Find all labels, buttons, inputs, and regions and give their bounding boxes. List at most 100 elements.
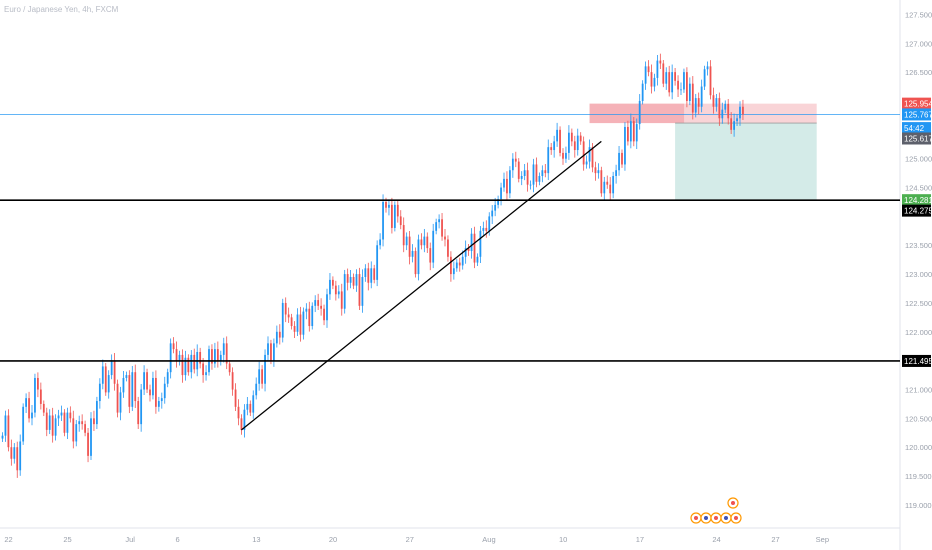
candle-body	[455, 262, 458, 269]
candle	[727, 99, 730, 125]
candle-body	[25, 398, 27, 407]
candle	[60, 405, 63, 422]
candle-body	[647, 66, 650, 73]
candle-body	[267, 343, 269, 355]
candle-body	[600, 170, 603, 194]
x-tick-label: 13	[252, 535, 260, 544]
candle	[538, 172, 541, 186]
candle-body	[385, 201, 387, 208]
candle	[391, 197, 393, 234]
candle	[13, 443, 16, 464]
candle-body	[246, 403, 249, 410]
candle	[715, 93, 718, 112]
price-label-text: 54:42	[904, 124, 925, 133]
candle-body	[1, 435, 4, 439]
candle	[290, 313, 293, 330]
x-tick-label: 20	[329, 535, 337, 544]
candle	[299, 306, 302, 342]
candle-body	[178, 354, 181, 361]
candle-body	[470, 233, 473, 252]
candle	[503, 172, 505, 192]
candle	[520, 171, 523, 186]
candle-body	[143, 372, 145, 390]
candle-body	[261, 369, 263, 384]
y-tick-label: 122.000	[905, 328, 932, 337]
candle-body	[287, 314, 290, 318]
candle	[45, 407, 48, 437]
candle	[1, 432, 4, 443]
candle	[323, 304, 325, 326]
candle-body	[255, 383, 258, 396]
candle	[570, 128, 573, 147]
candle	[694, 93, 697, 118]
candle	[556, 122, 558, 147]
y-tick-label: 120.500	[905, 414, 932, 423]
candle-body	[591, 147, 594, 168]
candle-body	[57, 415, 60, 419]
candle-body	[367, 268, 370, 283]
candle-body	[414, 251, 417, 275]
candle-body	[10, 447, 13, 459]
candle	[261, 365, 263, 389]
candle	[724, 100, 727, 114]
candle	[450, 251, 452, 282]
candle-body	[222, 343, 225, 355]
candle	[51, 407, 54, 443]
candle-body	[550, 147, 553, 151]
candle-body	[376, 245, 379, 280]
candle-body	[119, 392, 122, 413]
candle	[240, 414, 243, 435]
candle	[134, 364, 137, 408]
candle	[388, 199, 390, 216]
candle	[361, 269, 364, 313]
candle-body	[349, 276, 352, 283]
candle	[63, 409, 66, 437]
candle	[249, 400, 252, 417]
candle-body	[302, 311, 305, 335]
candle	[146, 368, 148, 393]
candle-body	[166, 372, 169, 384]
candle-body	[281, 302, 284, 338]
candle	[464, 240, 467, 264]
candle	[284, 297, 287, 323]
candle-body	[355, 274, 358, 286]
candle	[697, 92, 700, 115]
candle-body	[479, 230, 482, 257]
candle	[559, 126, 561, 157]
candle-body	[75, 424, 78, 442]
candle-body	[337, 291, 340, 295]
candle-body	[541, 170, 544, 176]
candle	[550, 142, 553, 155]
candle-body	[175, 349, 178, 361]
candle-body	[104, 366, 107, 393]
candle	[491, 205, 494, 225]
candle	[588, 139, 591, 169]
event-markers	[690, 497, 742, 524]
candle-body	[494, 204, 497, 211]
candle	[408, 231, 411, 265]
candle-body	[656, 60, 659, 78]
candle-body	[603, 181, 606, 194]
candle-body	[491, 210, 494, 217]
candle	[497, 195, 499, 209]
candle	[482, 221, 485, 235]
y-tick-label: 120.000	[905, 443, 932, 452]
candle-body	[379, 239, 381, 246]
candle	[42, 400, 45, 417]
candle	[382, 194, 384, 247]
candle	[358, 267, 361, 310]
candle	[116, 379, 119, 418]
candle	[25, 393, 27, 414]
event-icon-dot	[714, 516, 718, 520]
candle-body	[37, 377, 39, 390]
candle	[267, 336, 269, 361]
candle-body	[264, 354, 266, 384]
y-tick-label: 125.000	[905, 155, 932, 164]
candle-body	[405, 236, 408, 246]
candle	[125, 371, 128, 382]
candle	[730, 112, 733, 134]
x-tick-label: Jul	[125, 535, 135, 544]
candle	[638, 94, 641, 130]
candle-body	[110, 360, 113, 376]
